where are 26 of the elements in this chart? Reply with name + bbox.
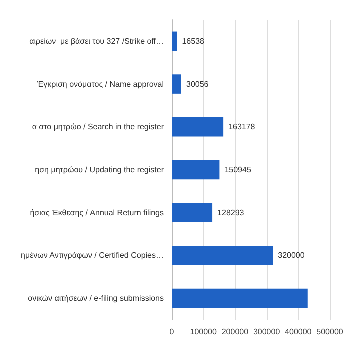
bar	[172, 288, 308, 308]
y-tick-label: α στο μητρώο / Search in the register	[32, 122, 164, 132]
x-tick-label: 200000	[222, 328, 250, 336]
data-label: 150945	[224, 166, 252, 174]
x-tick-label: 400000	[285, 328, 312, 336]
data-label: 128293	[218, 208, 245, 218]
y-tick-label: ήσιας Έκθεσης / Annual Return filings	[30, 208, 164, 218]
x-tick-label: 500000	[316, 328, 344, 336]
x-tick-label: 300000	[253, 328, 281, 336]
bar	[172, 246, 274, 266]
data-label: 163178	[228, 122, 256, 132]
x-tick-label: 0	[170, 328, 175, 336]
y-tick-label: αιρείων με βάσει του 327 /Strike off…	[30, 36, 164, 46]
y-tick-label: Έγκριση ονόματος / Name approval	[36, 80, 164, 89]
bar	[172, 203, 213, 222]
data-label: 30056	[186, 80, 210, 89]
y-tick-label: ηση μητρώου / Updating the register	[35, 166, 164, 174]
bar	[172, 74, 182, 94]
data-label: 16538	[182, 36, 206, 46]
bar	[172, 160, 220, 180]
bar	[172, 118, 224, 137]
x-tick-label: 100000	[190, 328, 218, 336]
y-tick-label: ημένων Αντιγράφων / Certified Copies…	[21, 251, 164, 260]
data-label: 320000	[278, 251, 306, 260]
y-tick-label: ονικών αιτήσεων / e-filing submissions	[28, 294, 164, 304]
bar	[172, 32, 178, 52]
